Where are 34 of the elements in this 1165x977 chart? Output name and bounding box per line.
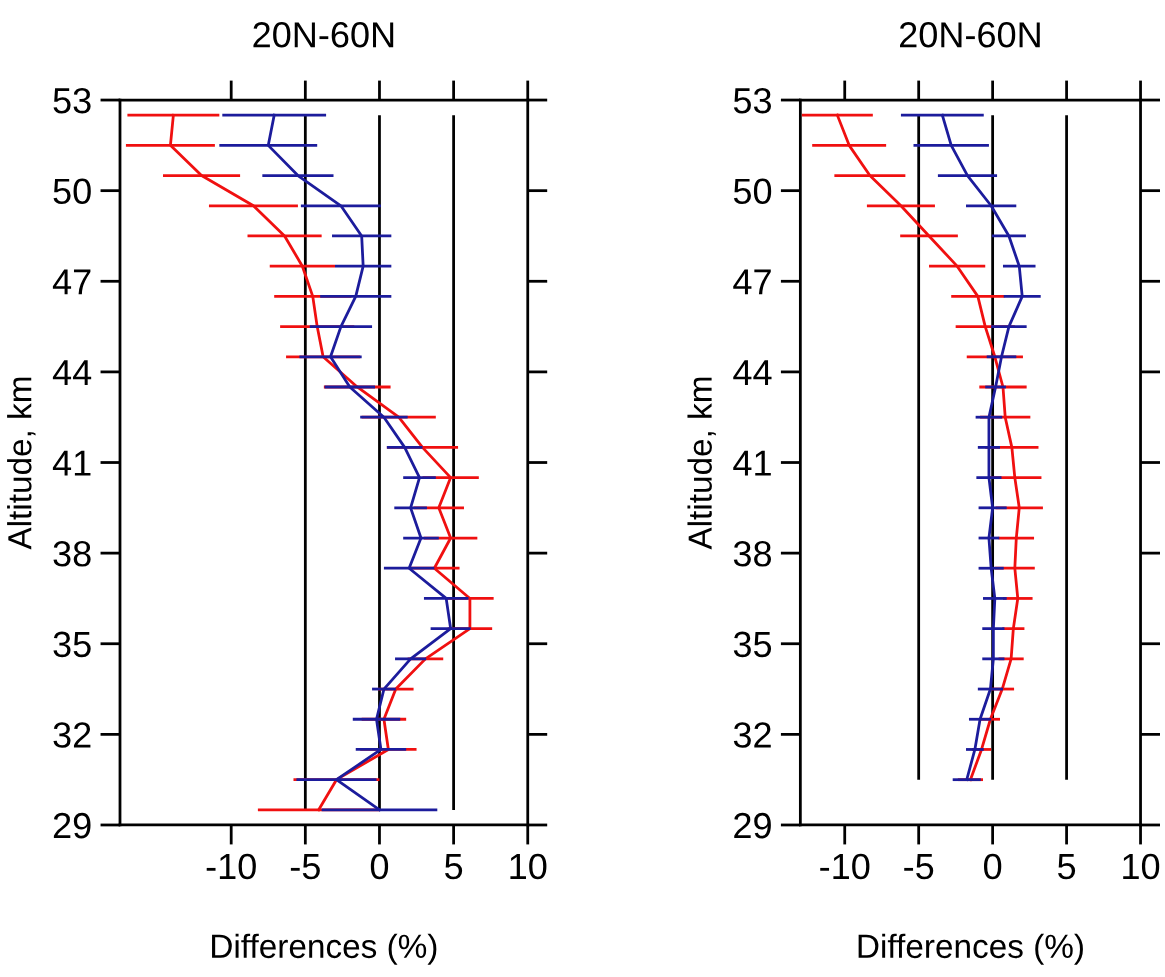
y-tick-label: 41	[733, 450, 771, 476]
x-tick-label: -5	[290, 854, 320, 880]
y-tick-label: 53	[733, 87, 771, 114]
x-axis-title: Differences (%)	[212, 933, 437, 965]
x-tick-label: 0	[370, 853, 389, 880]
y-tick-label: 32	[733, 722, 771, 748]
y-tick-label: 35	[733, 631, 772, 658]
y-tick-label: 38	[53, 541, 91, 567]
x-tick-label: 10	[510, 853, 547, 880]
y-tick-label: 32	[53, 722, 91, 748]
y-tick-label: 53	[53, 87, 91, 114]
y-axis-title: Altitude, km	[687, 377, 716, 550]
y-tick-label: 47	[52, 269, 91, 295]
chart-title: 20N-60N	[900, 22, 1040, 48]
y-tick-label: 29	[734, 812, 771, 839]
chart-title: 20N-60N	[253, 22, 394, 48]
y-axis-title: Altitude, km	[7, 377, 36, 550]
x-tick-label: -5	[904, 854, 934, 880]
x-tick-label: 10	[1123, 853, 1160, 880]
x-tick-label: -10	[206, 853, 256, 880]
y-tick-label: 29	[53, 812, 91, 839]
y-tick-label: 44	[52, 360, 92, 385]
x-axis-title: Differences (%)	[858, 933, 1083, 965]
x-tick-label: -10	[820, 853, 870, 880]
y-tick-label: 50	[53, 178, 91, 205]
x-tick-label: 0	[984, 853, 1002, 880]
x-tick-label: 5	[1057, 854, 1076, 880]
y-tick-label: 44	[733, 360, 772, 385]
y-tick-label: 38	[733, 541, 772, 567]
x-tick-label: 5	[445, 854, 463, 880]
y-tick-label: 50	[733, 178, 772, 205]
y-tick-label: 47	[733, 269, 771, 295]
y-tick-label: 35	[53, 631, 91, 658]
y-tick-label: 41	[52, 450, 91, 476]
